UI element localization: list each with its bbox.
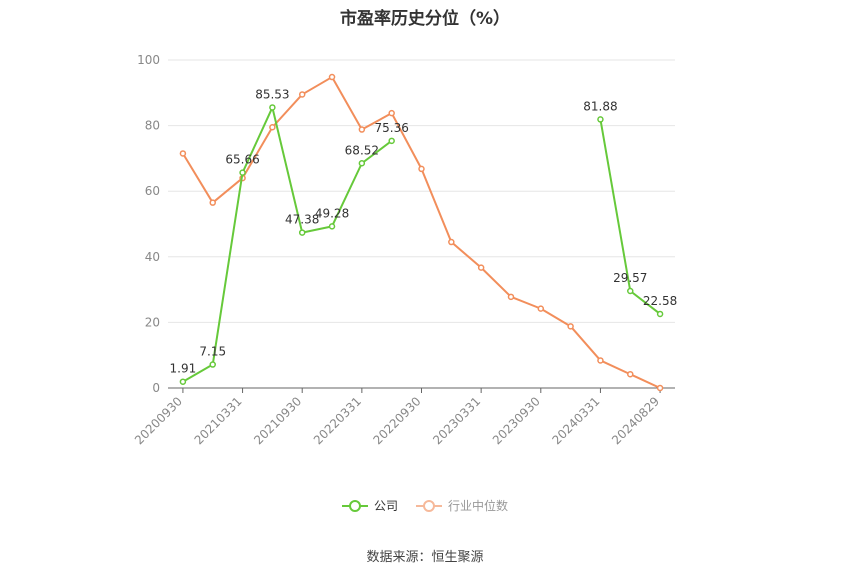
x-tick-label: 20240829 bbox=[609, 394, 662, 447]
grid-lines bbox=[168, 59, 675, 323]
company-point bbox=[179, 378, 187, 385]
company-point bbox=[209, 361, 216, 368]
legend-item-industry[interactable]: 行业中位数 bbox=[416, 497, 508, 514]
company-point bbox=[328, 223, 336, 230]
company-point bbox=[269, 104, 276, 111]
company-line bbox=[182, 106, 393, 383]
x-tick-label: 20210331 bbox=[192, 394, 245, 447]
x-tick-label: 20230331 bbox=[430, 394, 483, 447]
industry-point bbox=[298, 91, 306, 98]
y-tick-label: 20 bbox=[145, 315, 160, 329]
data-label: 81.88 bbox=[583, 99, 617, 113]
legend-item-company[interactable]: 公司 bbox=[341, 497, 398, 514]
legend: 公司 行业中位数 bbox=[0, 497, 850, 514]
industry-point bbox=[388, 109, 395, 117]
company-point bbox=[656, 310, 664, 318]
industry-line bbox=[182, 76, 661, 389]
x-tick-label: 20210930 bbox=[251, 394, 304, 447]
company-point bbox=[388, 137, 395, 145]
data-label: 29.57 bbox=[613, 271, 647, 285]
source-note: 数据来源：恒生聚源 bbox=[366, 550, 484, 565]
company-point bbox=[358, 160, 366, 167]
industry-point bbox=[597, 357, 604, 364]
industry-point bbox=[537, 305, 545, 312]
industry-point bbox=[477, 264, 485, 271]
industry-point bbox=[656, 384, 664, 392]
industry-point bbox=[448, 238, 455, 246]
company-point bbox=[597, 116, 604, 123]
data-label: 68.52 bbox=[345, 143, 379, 157]
data-label: 85.53 bbox=[255, 87, 289, 101]
series-lines bbox=[179, 73, 664, 392]
data-label: 65.66 bbox=[225, 153, 259, 167]
legend-label-company: 公司 bbox=[373, 499, 398, 513]
data-label: 75.36 bbox=[374, 121, 408, 135]
chart-title: 市盈率历史分位（%） bbox=[339, 9, 511, 29]
x-tick-label: 20220331 bbox=[311, 394, 364, 447]
company-point bbox=[298, 229, 306, 236]
y-tick-label: 60 bbox=[145, 184, 160, 198]
industry-point bbox=[627, 370, 634, 378]
data-label: 1.91 bbox=[170, 362, 197, 376]
industry-point bbox=[328, 73, 336, 81]
legend-label-industry: 行业中位数 bbox=[448, 499, 509, 513]
legend-company-icon bbox=[341, 499, 368, 512]
x-tick-label: 20200930 bbox=[132, 394, 185, 447]
y-tick-label: 80 bbox=[145, 119, 160, 133]
data-label: 49.28 bbox=[315, 206, 349, 220]
y-tick-label: 100 bbox=[137, 53, 160, 67]
industry-point bbox=[507, 293, 515, 301]
data-label: 22.58 bbox=[643, 294, 677, 308]
y-tick-label: 40 bbox=[145, 250, 160, 264]
industry-point bbox=[209, 199, 216, 206]
company-point bbox=[239, 169, 246, 176]
industry-point bbox=[418, 165, 425, 173]
y-tick-label: 0 bbox=[152, 381, 160, 395]
x-tick-label: 20220930 bbox=[371, 394, 424, 447]
industry-point bbox=[358, 126, 366, 133]
data-label: 7.15 bbox=[199, 345, 226, 359]
industry-point bbox=[179, 150, 187, 157]
data-label: 47.38 bbox=[285, 213, 319, 227]
legend-industry-icon bbox=[416, 499, 442, 512]
x-tick-label: 20230930 bbox=[490, 394, 543, 447]
industry-point bbox=[567, 323, 574, 330]
industry-point bbox=[269, 123, 276, 131]
company-point bbox=[627, 287, 634, 295]
x-tick-label: 20240331 bbox=[549, 394, 602, 447]
